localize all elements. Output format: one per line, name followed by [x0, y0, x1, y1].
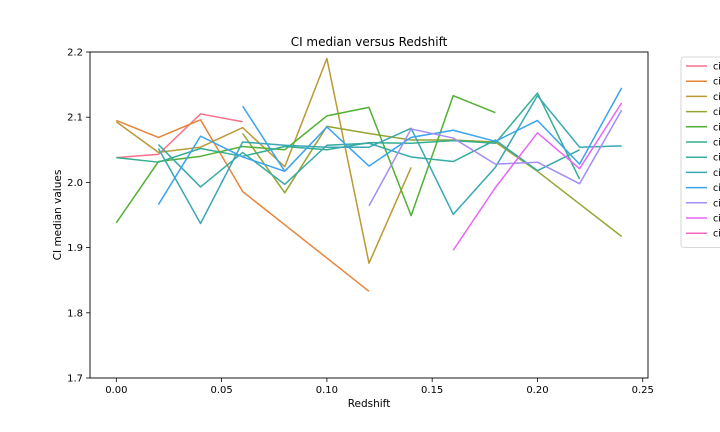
y-tick-label: 1.8 — [67, 308, 83, 319]
legend-label: ci — [713, 92, 720, 103]
legend-label: ci — [713, 198, 720, 209]
series-line-2 — [116, 119, 370, 292]
x-tick-label: 0.10 — [316, 385, 338, 396]
legend: ci ci ci ci ci ci ci ci ci ci ci ci — [680, 56, 720, 248]
series-line-9 — [157, 87, 623, 205]
series-layer — [115, 57, 623, 292]
x-tick-label: 0.00 — [105, 385, 127, 396]
y-axis: 1.7 1.8 1.9 2.0 2.1 2.2 — [67, 48, 90, 385]
legend-label: ci — [713, 62, 720, 73]
legend-label: ci — [713, 138, 720, 149]
legend-label: ci — [713, 122, 720, 133]
y-tick-label: 1.9 — [67, 243, 83, 254]
series-line-1 — [116, 113, 243, 159]
x-axis-label: Redshift — [348, 398, 391, 410]
series-line-8 — [157, 94, 622, 225]
x-tick-label: 0.15 — [421, 385, 443, 396]
x-tick-label: 0.25 — [632, 385, 654, 396]
x-axis: 0.00 0.05 0.10 0.15 0.20 0.25 — [105, 378, 654, 396]
x-tick-label: 0.20 — [526, 385, 548, 396]
y-tick-label: 2.0 — [67, 178, 83, 189]
plot-frame — [89, 51, 649, 379]
series-line-10 — [242, 105, 286, 172]
legend-box — [680, 56, 720, 248]
legend-label: ci — [713, 168, 720, 179]
y-tick-label: 2.2 — [67, 48, 83, 59]
legend-label: ci — [713, 183, 720, 194]
legend-label: ci — [713, 229, 720, 240]
series-line-5 — [115, 94, 496, 224]
series-line-12 — [452, 102, 623, 251]
legend-label: ci — [713, 153, 720, 164]
legend-label: ci — [713, 214, 720, 225]
series-line-7 — [157, 139, 580, 188]
series-line-4 — [242, 125, 623, 238]
legend-label: ci — [713, 77, 720, 88]
x-tick-label: 0.05 — [210, 385, 232, 396]
y-tick-label: 2.1 — [67, 113, 83, 124]
series-line-11 — [368, 109, 623, 207]
y-tick-label: 1.7 — [67, 374, 83, 385]
chart-title: CI median versus Redshift — [291, 35, 448, 49]
legend-label: ci — [713, 107, 720, 118]
y-axis-label: CI median values — [52, 170, 64, 261]
